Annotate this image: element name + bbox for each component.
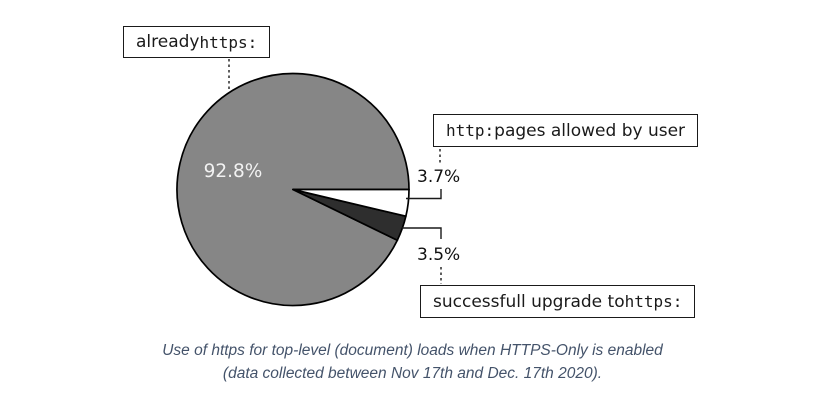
pct-label-successful-upgrade: 3.5% bbox=[417, 245, 461, 265]
callout-http-mono: http: bbox=[446, 121, 495, 140]
callout-box-successful-upgrade: successfull upgrade to https: bbox=[420, 285, 696, 318]
pct-label-already-https: 92.8% bbox=[203, 161, 263, 182]
leader-line-http bbox=[406, 189, 442, 200]
callout-box-http-allowed: http: pages allowed by user bbox=[433, 114, 699, 147]
callout-already-text: already bbox=[136, 32, 200, 52]
callout-upgrade-mono: https: bbox=[624, 292, 683, 311]
caption-line-2: (data collected between Nov 17th and Dec… bbox=[222, 365, 603, 382]
callout-box-already-https: already https: bbox=[123, 26, 271, 58]
pie-slices bbox=[176, 72, 410, 307]
callout-already-mono: https: bbox=[199, 32, 258, 52]
figure-caption: Use of https for top-level (document) lo… bbox=[0, 339, 825, 385]
callout-http-text: pages allowed by user bbox=[494, 120, 686, 141]
caption-line-1: Use of https for top-level (document) lo… bbox=[162, 342, 663, 359]
pie-slice-http-allowed bbox=[292, 188, 410, 218]
callout-upgrade-text: successfull upgrade to bbox=[433, 291, 625, 312]
pct-label-http-allowed: 3.7% bbox=[417, 167, 461, 187]
leader-line-upgrade bbox=[402, 227, 442, 239]
